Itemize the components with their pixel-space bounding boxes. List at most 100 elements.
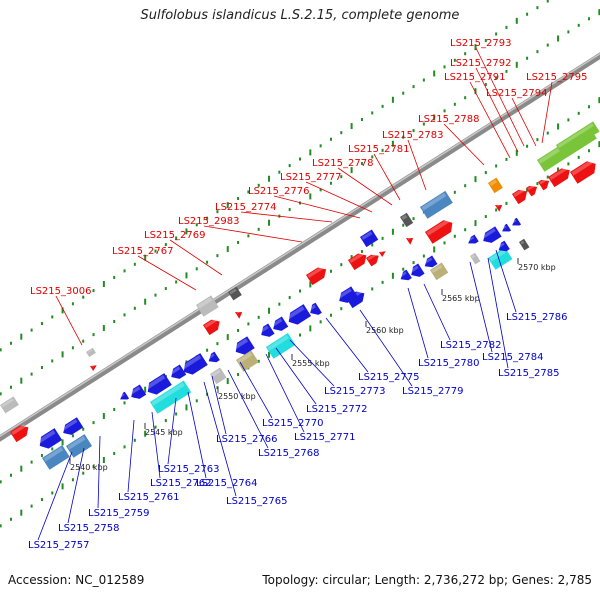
gene-shape[interactable] (285, 304, 312, 328)
reverse-gene[interactable] (510, 217, 522, 229)
reverse-gene[interactable] (36, 428, 63, 452)
reverse-gene-label[interactable]: LS215_2765 (226, 496, 287, 507)
reverse-gene[interactable] (466, 234, 479, 247)
reverse-gene[interactable] (266, 333, 296, 359)
gene-shape[interactable] (488, 247, 513, 270)
gene-shape[interactable] (488, 177, 503, 194)
forward-gene[interactable] (228, 286, 242, 301)
reverse-gene-label[interactable]: LS215_2766 (216, 434, 277, 445)
reverse-gene[interactable] (60, 417, 84, 438)
forward-gene[interactable] (235, 309, 244, 319)
gene-shape[interactable] (398, 269, 412, 284)
forward-gene[interactable] (400, 212, 414, 228)
gene-shape[interactable] (480, 226, 502, 246)
reverse-gene[interactable] (144, 373, 172, 398)
reverse-gene[interactable] (430, 262, 449, 281)
forward-gene[interactable] (348, 250, 370, 271)
reverse-gene-label[interactable]: LS215_2779 (402, 386, 463, 397)
forward-gene[interactable] (570, 158, 599, 184)
gene-shape[interactable] (60, 417, 84, 438)
gene-shape[interactable] (206, 351, 220, 366)
forward-gene[interactable] (538, 177, 552, 191)
reverse-gene-label[interactable]: LS215_2763 (158, 464, 219, 475)
gene-shape[interactable] (495, 202, 504, 212)
reverse-gene[interactable] (168, 364, 187, 382)
gene-shape[interactable] (36, 428, 63, 452)
gene-shape[interactable] (235, 309, 244, 319)
forward-gene[interactable] (556, 121, 600, 156)
gene-shape[interactable] (0, 396, 19, 414)
forward-gene[interactable] (203, 316, 223, 336)
reverse-gene-label[interactable]: LS215_2782 (440, 340, 501, 351)
gene-shape[interactable] (366, 252, 381, 267)
gene-shape[interactable] (232, 336, 255, 357)
reverse-gene-label[interactable]: LS215_2768 (258, 448, 319, 459)
forward-gene-label[interactable]: LS215_2778 (312, 158, 373, 169)
gene-shape[interactable] (203, 316, 223, 336)
forward-gene[interactable] (425, 217, 456, 244)
reverse-gene[interactable] (150, 380, 192, 414)
gene-shape[interactable] (144, 373, 172, 398)
gene-shape[interactable] (422, 255, 438, 271)
forward-gene[interactable] (0, 396, 19, 414)
forward-gene[interactable] (306, 264, 329, 286)
gene-shape[interactable] (168, 364, 187, 382)
gene-shape[interactable] (348, 250, 370, 271)
reverse-gene-label[interactable]: LS215_2784 (482, 352, 543, 363)
reverse-gene-label[interactable]: LS215_2761 (118, 492, 179, 503)
forward-gene-label[interactable]: LS215_2783 (382, 130, 443, 141)
forward-gene[interactable] (548, 165, 573, 188)
forward-gene-label[interactable]: LS215_2793 (450, 38, 511, 49)
gene-shape[interactable] (519, 238, 530, 251)
gene-shape[interactable] (210, 367, 227, 385)
gene-shape[interactable] (470, 252, 481, 265)
forward-gene-label[interactable]: LS215_3006 (30, 286, 91, 297)
gene-shape[interactable] (196, 295, 219, 317)
gene-shape[interactable] (406, 235, 415, 245)
forward-gene-label[interactable]: LS215_2767 (112, 246, 173, 257)
reverse-gene-label[interactable]: LS215_2772 (306, 404, 367, 415)
forward-gene-label[interactable]: LS215_2983 (178, 216, 239, 227)
reverse-gene[interactable] (398, 269, 412, 284)
reverse-gene[interactable] (470, 252, 481, 265)
gene-shape[interactable] (512, 186, 530, 205)
reverse-gene-label[interactable]: LS215_2775 (358, 372, 419, 383)
forward-gene[interactable] (406, 235, 415, 245)
gene-shape[interactable] (90, 363, 98, 372)
reverse-gene-label[interactable]: LS215_2759 (88, 508, 149, 519)
reverse-gene[interactable] (500, 223, 512, 235)
forward-gene-label[interactable]: LS215_2777 (280, 172, 341, 183)
gene-shape[interactable] (42, 445, 70, 470)
forward-gene[interactable] (86, 347, 96, 358)
forward-gene[interactable] (90, 363, 98, 372)
forward-gene[interactable] (379, 249, 387, 258)
gene-shape[interactable] (180, 353, 208, 378)
reverse-gene-label[interactable]: LS215_2785 (498, 368, 559, 379)
reverse-gene[interactable] (232, 336, 255, 357)
reverse-gene-label[interactable]: LS215_2771 (294, 432, 355, 443)
gene-shape[interactable] (258, 323, 275, 341)
gene-shape[interactable] (526, 183, 540, 197)
forward-gene[interactable] (488, 177, 503, 194)
gene-shape[interactable] (150, 380, 192, 414)
forward-gene-label[interactable]: LS215_2781 (348, 144, 409, 155)
forward-gene-label[interactable]: LS215_2795 (526, 72, 587, 83)
reverse-gene[interactable] (210, 367, 227, 385)
reverse-gene[interactable] (480, 226, 502, 246)
gene-shape[interactable] (496, 240, 510, 255)
gene-shape[interactable] (420, 190, 453, 219)
gene-shape[interactable] (307, 302, 322, 318)
reverse-gene[interactable] (270, 316, 289, 334)
forward-gene-label[interactable]: LS215_2788 (418, 114, 479, 125)
reverse-gene[interactable] (285, 304, 312, 328)
reverse-gene[interactable] (258, 323, 275, 341)
gene-shape[interactable] (228, 286, 242, 301)
forward-gene-label[interactable]: LS215_2774 (215, 202, 276, 213)
reverse-gene-label[interactable]: LS215_2780 (418, 358, 479, 369)
forward-gene[interactable] (495, 202, 504, 212)
gene-shape[interactable] (360, 229, 379, 248)
gene-shape[interactable] (548, 165, 573, 188)
gene-shape[interactable] (236, 350, 259, 372)
gene-shape[interactable] (10, 422, 32, 443)
gene-shape[interactable] (510, 217, 522, 229)
